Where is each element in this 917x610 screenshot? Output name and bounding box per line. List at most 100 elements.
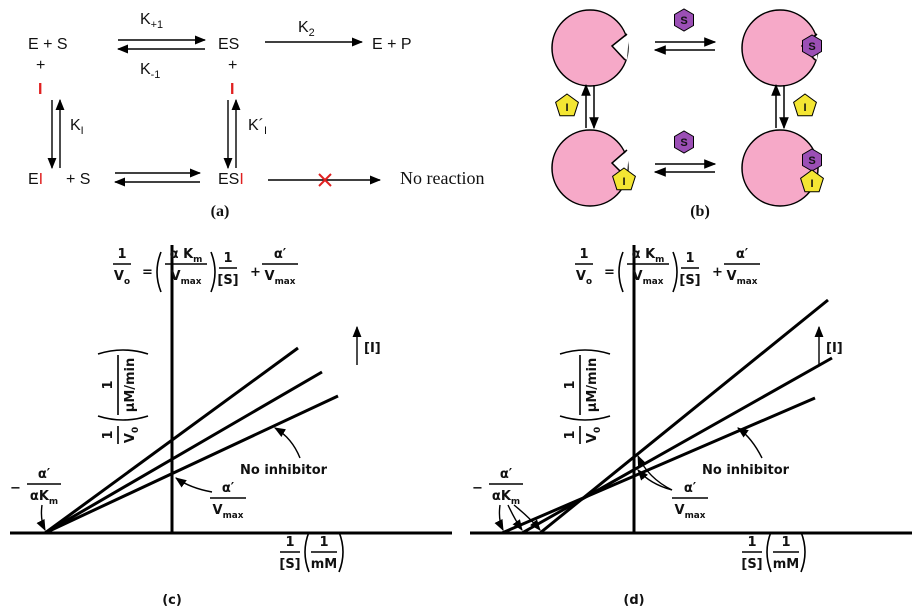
lineweaver-burk-plot: 1Vo=α KmVmax1[S]+α′Vmax1V01μM/min1[S]1mM… — [472, 247, 843, 608]
label: EI — [28, 171, 43, 188]
text-part: 1 — [563, 430, 578, 439]
text-part: [S] — [279, 557, 300, 572]
text-part: I — [622, 176, 625, 188]
text-part: [S] — [217, 273, 238, 288]
text-part: V — [265, 269, 275, 284]
text-part: I — [803, 102, 806, 114]
text-part: (b) — [690, 203, 710, 220]
label: No reaction — [400, 168, 484, 188]
numerator: 1 — [101, 430, 116, 439]
lineweaver-burk-plot: 1Vo=α KmVmax1[S]+α′Vmax1V01μM/min1[S]1mM… — [10, 247, 381, 608]
text-part: S — [680, 137, 687, 149]
equals: = — [142, 265, 153, 280]
panel-label: (d) — [623, 593, 644, 608]
text-part: I — [239, 171, 243, 188]
text-part: + — [712, 265, 723, 280]
text-part: α′ — [500, 467, 513, 482]
label: ES — [218, 36, 239, 53]
parenthesis — [211, 252, 215, 292]
numerator: 1 — [563, 430, 578, 439]
text-part: 2 — [309, 27, 315, 39]
text-part: (d) — [623, 593, 644, 608]
text-part: I — [264, 125, 267, 137]
parenthesis — [98, 416, 148, 420]
numerator: α Km — [170, 247, 203, 265]
parenthesis — [305, 532, 309, 572]
text-part: V — [171, 269, 181, 284]
label: + S — [66, 171, 90, 188]
text-part: mM — [311, 557, 337, 572]
denominator: V0 — [123, 427, 141, 443]
text-part: m — [655, 255, 664, 265]
text-part: V — [727, 269, 737, 284]
text-part: 1 — [747, 535, 756, 550]
denominator: Vmax — [675, 503, 706, 521]
denominator: Vmax — [727, 269, 758, 287]
label: K´I — [248, 117, 267, 137]
denominator: [S] — [217, 273, 238, 288]
label: + — [36, 57, 45, 74]
substrate-tag: S — [680, 15, 687, 27]
text-part: 1 — [781, 535, 790, 550]
denominator: [S] — [679, 273, 700, 288]
reaction-scheme: E + SK+1K-1ESK2E + P+I+IKIK´IEI+ SESINo … — [28, 11, 484, 219]
substrate-tag: S — [808, 41, 815, 53]
scheme-arrows — [52, 40, 380, 186]
text-part: I — [38, 81, 42, 98]
label: K2 — [298, 19, 315, 39]
text-part: μM/min — [123, 358, 138, 413]
text-part: α′ — [38, 467, 51, 482]
text-part: max — [275, 277, 296, 287]
text-part: α′ — [274, 247, 287, 262]
text-part: V — [123, 433, 138, 443]
text-part: I — [230, 81, 234, 98]
text-part: K — [140, 11, 151, 28]
text-part: (a) — [211, 203, 230, 220]
parenthesis — [673, 252, 677, 292]
text-part: I — [565, 102, 568, 114]
label: E + S — [28, 36, 68, 53]
text-part: αK — [492, 489, 512, 504]
inhibitor-arrow-label: [I] — [364, 341, 381, 356]
text-part: ES — [218, 36, 239, 53]
text-part: No inhibitor — [240, 463, 328, 478]
text-part: max — [643, 277, 664, 287]
text-part: 1 — [223, 251, 232, 266]
label: E + P — [372, 36, 412, 53]
denominator: μM/min — [585, 358, 600, 413]
text-part: E + P — [372, 36, 412, 53]
inhibitor-tag: I — [622, 176, 625, 188]
text-part: μM/min — [585, 358, 600, 413]
text-part: V — [114, 269, 124, 284]
text-part: − — [472, 481, 483, 496]
numerator: 1 — [563, 380, 578, 389]
substrate-tag: S — [808, 155, 815, 167]
numerator: α′ — [500, 467, 513, 482]
text-part: [S] — [679, 273, 700, 288]
denominator: mM — [773, 557, 799, 572]
text-part: m — [193, 255, 202, 265]
text-part: αK — [30, 489, 50, 504]
numerator: α′ — [38, 467, 51, 482]
text-part: + — [36, 57, 45, 74]
text-part: − — [10, 481, 21, 496]
panel-label: (b) — [690, 203, 710, 220]
denominator: μM/min — [123, 358, 138, 413]
numerator: α Km — [632, 247, 665, 265]
text-part: α′ — [684, 481, 697, 496]
text-part: (c) — [162, 593, 182, 608]
parenthesis — [157, 252, 161, 292]
numerator: α′ — [274, 247, 287, 262]
denominator: Vo — [576, 269, 592, 287]
text-part: + S — [66, 171, 90, 188]
label: ESI — [218, 171, 244, 188]
denominator: mM — [311, 557, 337, 572]
text-part: 0 — [131, 427, 141, 433]
parenthesis — [767, 532, 771, 572]
text-part: V — [675, 503, 685, 518]
enzyme-cycle — [552, 10, 819, 206]
text-part: S — [808, 41, 815, 53]
text-part: I — [81, 125, 84, 137]
